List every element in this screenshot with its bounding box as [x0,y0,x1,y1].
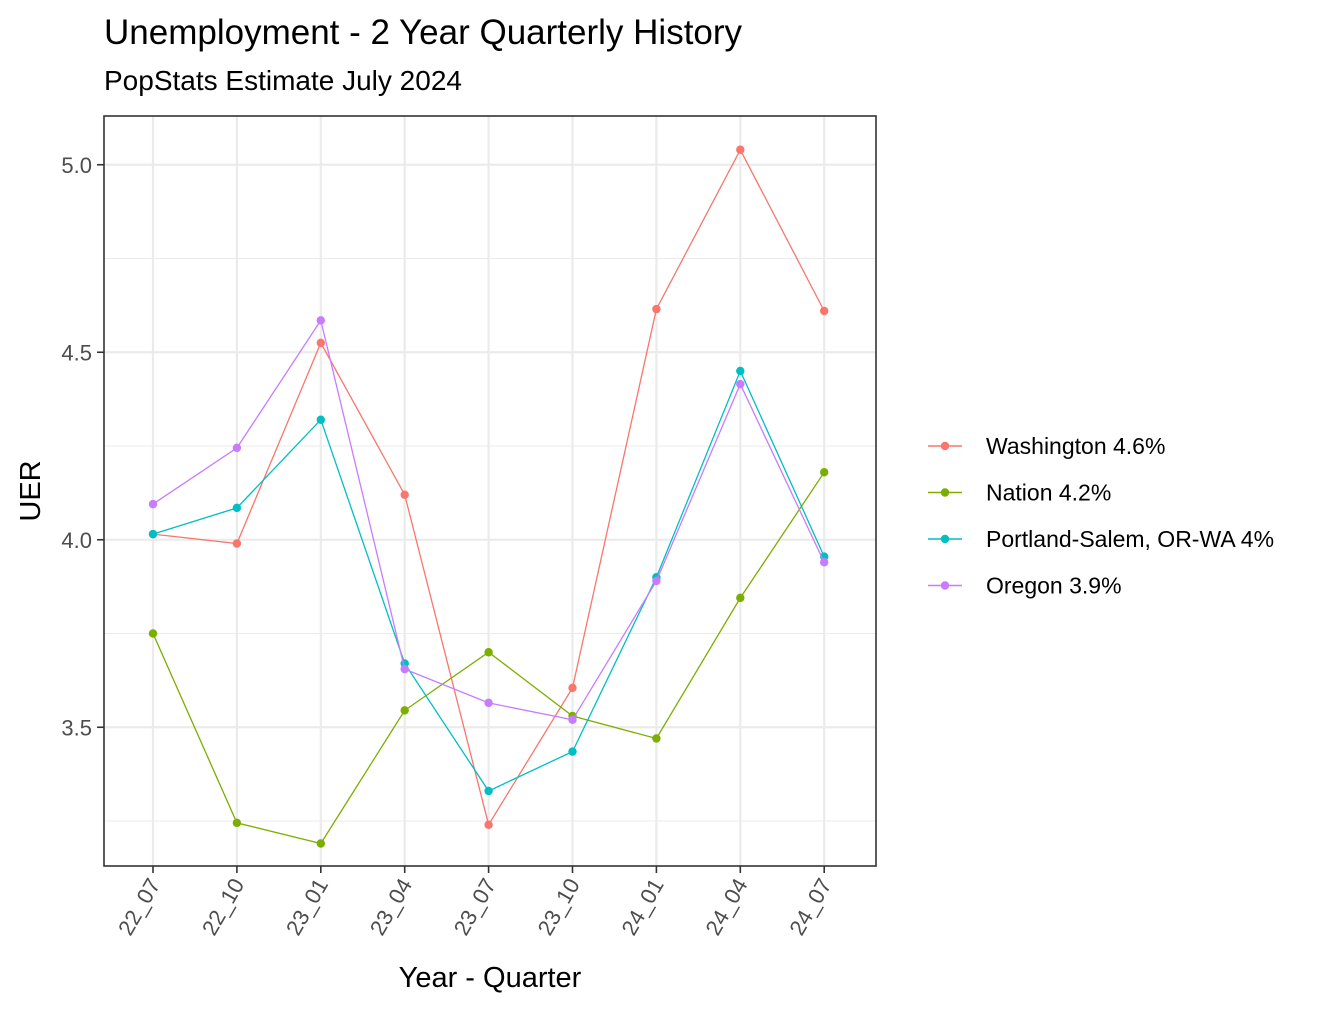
legend-key-point [940,488,950,497]
y-axis-title: UER [15,460,47,521]
x-tick-label: 23_01 [281,874,333,939]
data-point [232,818,242,828]
data-point [736,593,745,603]
y-tick-label: 4.0 [61,528,92,553]
data-point [736,145,745,154]
y-tick-label: 3.5 [61,715,92,740]
data-point [232,503,242,513]
legend-key-point [940,441,950,451]
plot-border [103,115,877,867]
data-point [568,715,577,724]
plot-panel [104,116,876,866]
legend-key-point [940,581,950,590]
data-point [484,698,493,708]
x-tick-label: 24_07 [784,874,836,939]
x-tick-label: 23_10 [533,874,585,939]
series-0 [148,145,829,829]
data-point [484,820,493,829]
legend-label: Washington 4.6% [986,433,1165,459]
legend-item: Washington 4.6% [928,433,1165,459]
grid [104,116,876,866]
series-layer [148,145,829,848]
chart-title: Unemployment - 2 Year Quarterly History [104,13,743,52]
data-point [736,379,745,389]
x-axis-title: Year - Quarter [399,962,582,994]
x-tick-label: 23_07 [449,874,501,939]
x-tick-label: 23_04 [365,874,417,939]
data-point [316,839,325,848]
series-1 [148,468,829,848]
x-tick-label: 24_01 [616,874,668,939]
data-point [736,366,745,376]
y-axis: 3.5 4.0 4.5 5.0 [61,153,104,740]
legend: Washington 4.6% Nation 4.2% Portland-Salem… [928,433,1274,599]
series-3 [148,316,829,724]
data-point [568,747,577,756]
legend-item: Nation 4.2% [928,480,1111,506]
data-point [652,734,661,743]
x-tick-label: 22_10 [197,874,249,939]
data-point [400,706,409,715]
data-point [148,629,158,638]
y-tick-label: 4.5 [61,340,92,365]
data-point [400,490,409,499]
data-point [652,304,661,314]
data-point [232,539,242,548]
legend-key-point [940,534,950,544]
y-tick-label: 5.0 [61,153,92,178]
x-tick-label: 22_07 [113,874,165,939]
data-point [316,415,325,424]
data-point [316,316,325,325]
data-point [400,664,409,674]
data-point [820,558,829,567]
legend-label: Oregon 3.9% [986,573,1122,599]
data-point [484,648,493,657]
data-point [820,468,829,477]
data-point [484,786,493,796]
x-tick-label: 24_04 [700,874,752,939]
data-point [820,306,829,316]
data-point [148,499,158,509]
data-point [316,338,325,348]
chart-subtitle: PopStats Estimate July 2024 [104,65,462,96]
legend-label: Nation 4.2% [986,480,1111,506]
data-point [652,576,661,586]
x-axis: 22_07 22_10 23_01 23_04 23_07 23_10 24_01 24_04… [113,866,837,939]
data-point [568,683,577,693]
legend-label: Portland-Salem, OR-WA 4% [986,526,1274,552]
data-point [232,443,242,453]
legend-item: Oregon 3.9% [928,573,1122,599]
data-point [148,529,158,539]
legend-item: Portland-Salem, OR-WA 4% [928,526,1274,552]
